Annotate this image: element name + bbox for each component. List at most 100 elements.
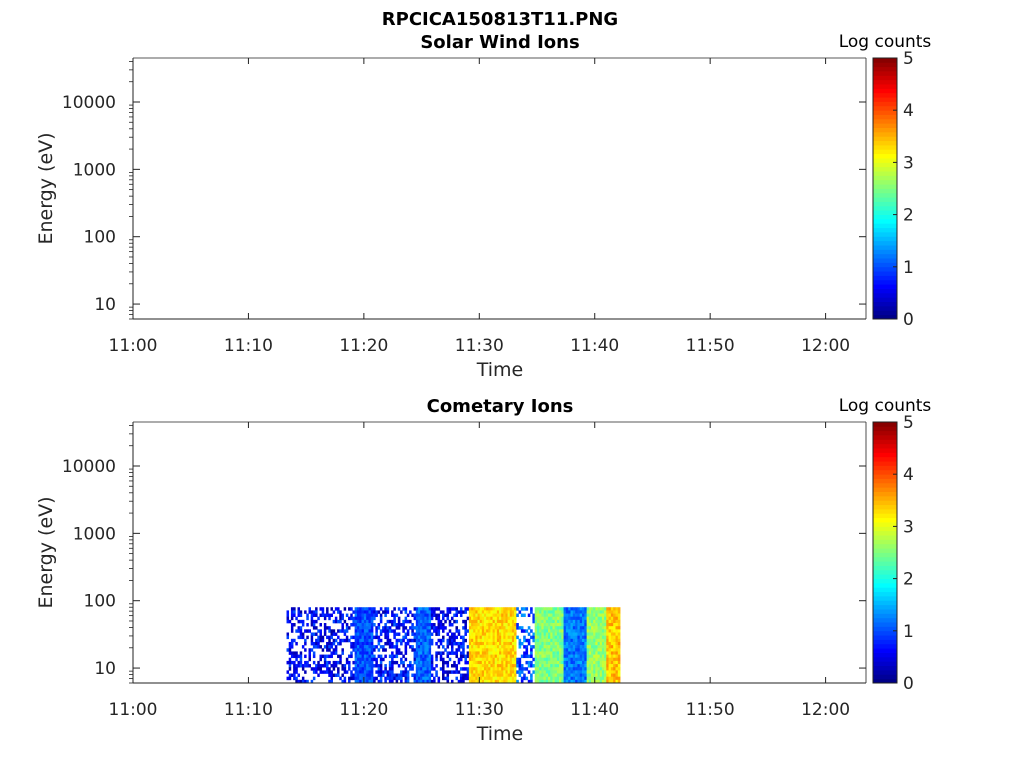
spectrogram-cell (345, 657, 349, 662)
spectrogram-cell (363, 676, 367, 681)
spectrogram-cell (541, 670, 544, 674)
spectrogram-cell (511, 660, 515, 665)
spectrogram-cell (337, 635, 340, 640)
spectrogram-cell (503, 632, 506, 636)
spectrogram-cell (615, 670, 619, 674)
spectrogram-cell (290, 638, 294, 643)
spectrogram-cell (545, 632, 549, 636)
spectrogram-cell (409, 638, 412, 643)
spectrogram-cell (426, 632, 429, 636)
spectrogram-cell (548, 667, 551, 671)
spectrogram-cell (543, 657, 547, 662)
spectrogram-cell (606, 619, 609, 624)
spectrogram-cell (368, 670, 372, 674)
spectrogram-cell (404, 676, 408, 681)
spectrogram-cell (373, 623, 376, 627)
spectrogram-cell (334, 648, 338, 652)
spectrogram-cell (402, 629, 405, 633)
spectrogram-cell (339, 613, 342, 618)
spectrogram-cell (368, 648, 372, 652)
spectrogram-cell (579, 623, 583, 627)
spectrogram-cell (511, 651, 515, 655)
spectrogram-cell (586, 651, 590, 655)
spectrogram-cell (534, 626, 538, 630)
spectrogram-cell (536, 623, 540, 627)
colorbar-band (873, 535, 897, 540)
colorbar-band (873, 487, 897, 492)
spectrogram-cell (413, 651, 417, 655)
spectrogram-cell (368, 645, 372, 649)
spectrogram-cell (326, 654, 329, 659)
spectrogram-cell (518, 660, 522, 665)
spectrogram-cell (448, 619, 452, 624)
spectrogram-cell (475, 638, 478, 643)
spectrogram-cell (492, 613, 496, 618)
colorbar-band (873, 314, 897, 320)
spectrogram-cell (366, 626, 369, 630)
spectrogram-cell (422, 673, 425, 677)
spectrogram-cell (471, 623, 474, 627)
spectrogram-cell (426, 623, 429, 627)
spectrogram-cell (433, 623, 436, 627)
spectrogram-cell (477, 673, 480, 677)
colorbar-band (873, 678, 897, 684)
spectrogram-cell (479, 610, 483, 614)
spectrogram-cell (433, 610, 436, 614)
spectrogram-cell (582, 619, 585, 624)
spectrogram-cell (450, 648, 454, 652)
spectrogram-cell (457, 679, 461, 684)
spectrogram-cell (565, 670, 569, 674)
spectrogram-cell (568, 626, 571, 630)
spectrogram-cell (582, 629, 585, 633)
spectrogram-cell (417, 657, 421, 662)
colorbar-band (873, 232, 897, 237)
spectrogram-cell (442, 623, 445, 627)
spectrogram-cell (520, 641, 524, 646)
spectrogram-cell (503, 679, 506, 684)
spectrogram-cell (617, 607, 621, 611)
spectrogram-cell (548, 632, 551, 636)
spectrogram-cell (601, 648, 605, 652)
spectrogram-cell (599, 645, 603, 649)
spectrogram-cell (406, 670, 410, 674)
spectrogram-cell (448, 629, 452, 633)
spectrogram-cell (608, 660, 612, 665)
spectrogram-cell (601, 670, 605, 674)
spectrogram-cell (455, 670, 459, 674)
spectrogram-cell (488, 676, 491, 681)
spectrogram-cell (430, 641, 434, 646)
spectrogram-cell (561, 616, 564, 621)
spectrogram-cell (481, 645, 485, 649)
spectrogram-cell (615, 664, 619, 668)
spectrogram-cell (518, 610, 522, 614)
spectrogram-cell (511, 641, 515, 646)
spectrogram-cell (330, 654, 333, 659)
spectrogram-cell (617, 657, 621, 662)
spectrogram-cell (505, 667, 508, 671)
spectrogram-cell (597, 645, 601, 649)
panel-1: 11:00 11:10 11:20 11:30 11:40 11:50 12:0010100… (35, 396, 931, 745)
spectrogram-cell (591, 629, 594, 633)
spectrogram-cell (299, 613, 303, 618)
spectrogram-cell (473, 638, 476, 643)
spectrogram-cell (595, 629, 598, 633)
spectrogram-cell (354, 623, 358, 627)
spectrogram-cell (597, 610, 601, 614)
spectrogram-cell (486, 616, 489, 621)
spectrogram-cell (563, 657, 567, 662)
spectrogram-cell (520, 654, 524, 659)
spectrogram-cell (366, 676, 369, 681)
spectrogram-cell (366, 660, 369, 665)
spectrogram-cell (361, 626, 365, 630)
spectrogram-cell (501, 654, 504, 659)
spectrogram-cell (479, 648, 483, 652)
spectrogram-cell (496, 635, 500, 640)
spectrogram-cell (501, 676, 504, 681)
spectrogram-cell (536, 651, 540, 655)
spectrogram-cell (608, 673, 612, 677)
spectrogram-cell (488, 667, 491, 671)
spectrogram-cell (426, 610, 429, 614)
spectrogram-cell (471, 616, 474, 621)
spectrogram-cell (323, 616, 327, 621)
spectrogram-cell (426, 651, 429, 655)
